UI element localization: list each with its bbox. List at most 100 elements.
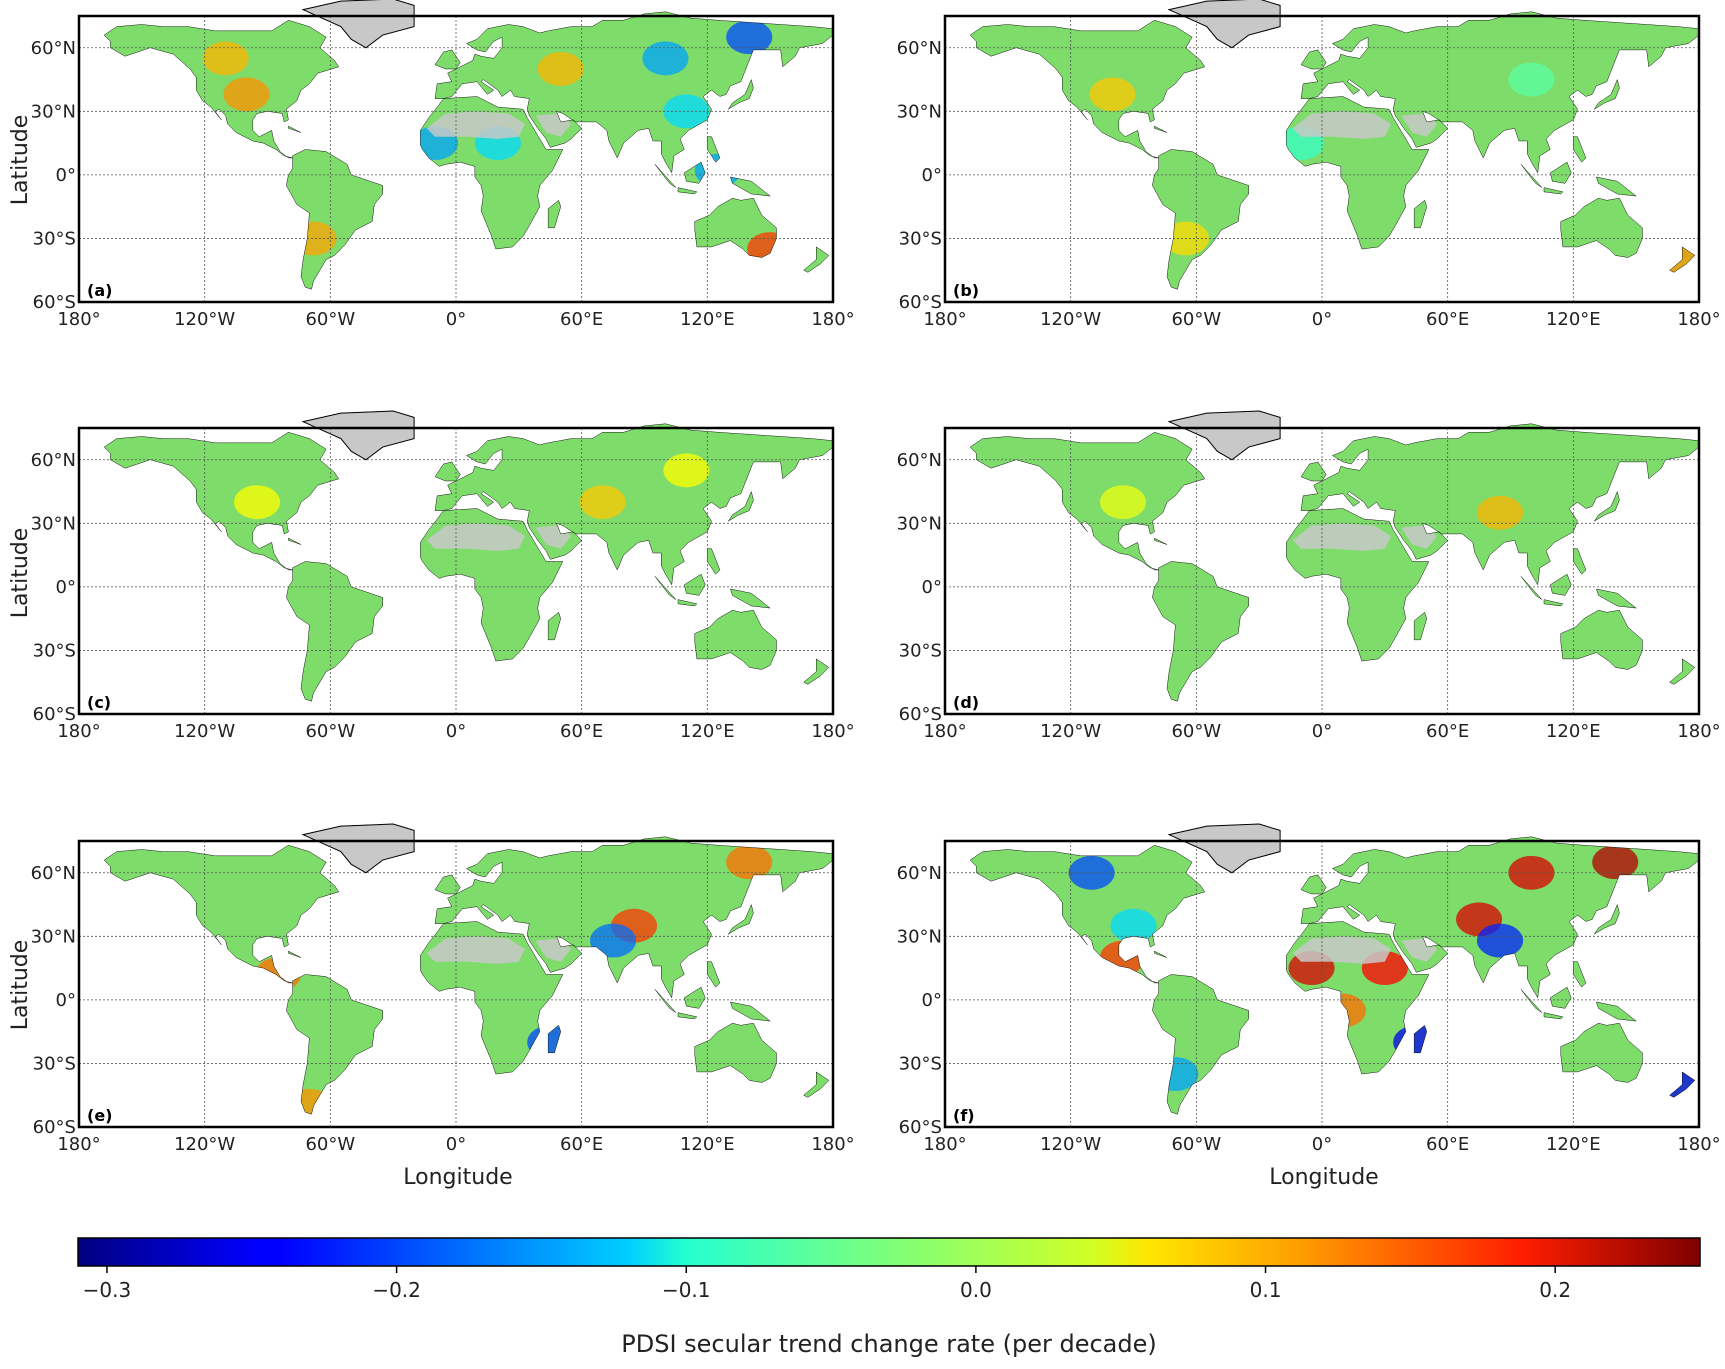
lat-tick-label: 60°S [899,704,942,725]
no-data-region [426,936,526,964]
lon-tick-label: 120°E [680,309,735,330]
trend-anomaly [1508,62,1555,97]
panel-frame [77,839,835,1129]
lat-tick-label: 60°S [33,292,76,313]
trend-anomaly [579,485,626,520]
lat-tick-label: 30°N [897,926,942,947]
lon-tick-label: 180° [923,1134,966,1155]
trend-anomaly [1476,495,1524,530]
trend-anomaly [202,41,249,76]
lat-tick-label: 30°S [33,1053,76,1074]
lat-tick-label: 30°N [897,101,942,122]
lon-tick-label: 0° [1312,1134,1332,1155]
trend-anomaly [1110,908,1157,943]
colorbar-tick-label: 0.1 [1250,1278,1282,1302]
anomaly-layer [1099,485,1524,530]
greenland [1169,0,1280,48]
no-data-region [1292,111,1392,139]
colorbar-tick-label: 0.0 [960,1278,992,1302]
lon-tick-label: 180° [811,309,854,330]
trend-anomaly [1592,845,1639,880]
panel-frame [77,426,835,716]
lat-tick-label: 30°S [33,228,76,249]
lat-tick-label: 30°N [31,513,76,534]
lon-tick-label: 120°E [680,1134,735,1155]
panel-frame [77,14,835,304]
trend-anomaly [537,52,584,86]
panel-frame [943,426,1701,716]
colorbar-gradient [77,1237,1701,1267]
lon-tick-label: 60°E [560,721,603,742]
lon-tick-label: 180° [1677,1134,1720,1155]
y-axis-label: Latitude [8,528,33,619]
lon-tick-label: 0° [446,1134,466,1155]
lon-tick-label: 120°W [1040,309,1101,330]
no-data-region [1292,936,1392,964]
lon-tick-label: 60°W [1171,1134,1221,1155]
panel-label: (c) [87,693,111,712]
lon-tick-label: 60°E [560,309,603,330]
lat-tick-label: 60°N [31,450,76,471]
lon-tick-label: 120°E [1546,309,1601,330]
lat-tick-label: 0° [922,165,942,186]
gridlines [945,428,1699,714]
gridlines [79,16,833,302]
gridlines [79,428,833,714]
lon-tick-label: 120°W [174,309,235,330]
anomaly-layer [233,453,710,520]
y-axis-label: Latitude [8,115,33,206]
colorbar: −0.3 −0.2 −0.1 0.0 0.1 0.2 PDSI secular trend… [77,1237,1701,1358]
trend-anomaly [726,845,773,880]
x-axis-label: Longitude [403,1165,512,1190]
lon-tick-label: 0° [446,309,466,330]
colorbar-label: PDSI secular trend change rate (per deca… [621,1330,1157,1358]
lat-tick-label: 30°N [31,101,76,122]
lon-tick-label: 180° [57,1134,100,1155]
no-data-region [426,523,526,551]
trend-anomaly [663,94,710,129]
lat-tick-label: 30°N [897,513,942,534]
lon-tick-label: 120°E [1546,721,1601,742]
trend-anomaly [1068,855,1115,890]
y-axis-label: Latitude [8,940,33,1031]
lon-tick-label: 180° [923,309,966,330]
lat-tick-label: 60°S [899,1117,942,1138]
trend-anomaly [233,485,281,520]
greenland [303,0,414,48]
panel-label: (d) [953,693,979,712]
lon-tick-label: 120°W [174,721,235,742]
lat-tick-label: 60°N [897,450,942,471]
lon-tick-label: 60°E [1426,1134,1469,1155]
no-data-region [426,111,526,139]
no-data-region [1292,523,1392,551]
lat-tick-label: 0° [56,990,76,1011]
trend-anomaly [642,41,689,76]
greenland [303,824,414,873]
lon-tick-label: 0° [1312,721,1332,742]
lon-tick-label: 60°W [1171,721,1221,742]
trend-anomaly [663,453,710,488]
trend-anomaly [223,77,270,112]
lat-tick-label: 0° [56,577,76,598]
lon-tick-label: 180° [1677,721,1720,742]
lon-tick-label: 180° [1677,309,1720,330]
map-area [945,0,1701,302]
panel-label: (a) [87,281,112,300]
map-area [79,0,833,302]
greenland [303,411,414,460]
lon-tick-label: 120°E [680,721,735,742]
lon-tick-label: 0° [446,721,466,742]
lon-tick-label: 60°E [1426,721,1469,742]
panel-label: (e) [87,1106,112,1125]
lon-tick-label: 60°W [305,309,355,330]
trend-anomaly [1099,485,1147,520]
lon-tick-label: 120°E [1546,1134,1601,1155]
lat-tick-label: 30°S [899,228,942,249]
lat-tick-label: 60°N [31,863,76,884]
